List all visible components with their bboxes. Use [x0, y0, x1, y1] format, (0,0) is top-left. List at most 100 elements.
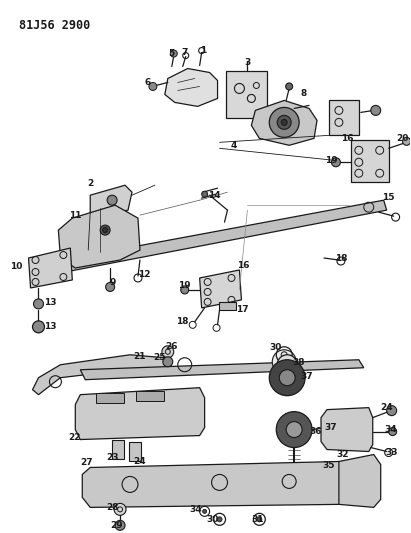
- Bar: [136, 391, 164, 401]
- Text: 81J56 2900: 81J56 2900: [18, 19, 90, 31]
- Circle shape: [286, 422, 302, 438]
- Polygon shape: [80, 360, 364, 379]
- Circle shape: [389, 427, 397, 435]
- Text: 29: 29: [110, 521, 122, 530]
- Circle shape: [181, 286, 189, 294]
- Text: 37: 37: [325, 423, 337, 432]
- Text: 25: 25: [154, 353, 166, 362]
- Polygon shape: [351, 140, 389, 182]
- Text: 5: 5: [169, 49, 175, 58]
- Text: 35: 35: [323, 461, 335, 470]
- Polygon shape: [90, 185, 132, 218]
- Circle shape: [103, 228, 108, 232]
- Text: 20: 20: [396, 134, 409, 143]
- Circle shape: [279, 370, 295, 386]
- Bar: [129, 441, 141, 462]
- Bar: [112, 440, 124, 459]
- Text: 4: 4: [230, 141, 237, 150]
- Polygon shape: [329, 100, 359, 135]
- Text: 18: 18: [335, 254, 347, 263]
- Text: 24: 24: [380, 403, 393, 412]
- Text: 34: 34: [384, 425, 397, 434]
- Circle shape: [403, 138, 411, 146]
- Circle shape: [149, 83, 157, 91]
- Text: 23: 23: [106, 453, 118, 462]
- Circle shape: [276, 411, 312, 448]
- Text: 8: 8: [301, 89, 307, 98]
- Text: 18: 18: [176, 317, 189, 326]
- Circle shape: [331, 158, 340, 167]
- Circle shape: [257, 517, 262, 522]
- Text: 16: 16: [237, 261, 249, 270]
- Circle shape: [387, 406, 397, 416]
- Text: 3: 3: [244, 58, 251, 67]
- Polygon shape: [321, 408, 373, 451]
- Text: 36: 36: [310, 427, 322, 436]
- Text: 24: 24: [134, 457, 146, 466]
- Text: 31: 31: [251, 515, 263, 524]
- Circle shape: [106, 282, 115, 292]
- Circle shape: [286, 83, 293, 90]
- Text: 32: 32: [337, 450, 349, 459]
- Text: 30: 30: [269, 343, 282, 352]
- Circle shape: [203, 510, 207, 513]
- Polygon shape: [339, 455, 381, 507]
- Circle shape: [269, 360, 305, 395]
- Circle shape: [34, 299, 44, 309]
- Circle shape: [115, 520, 125, 530]
- Text: 33: 33: [386, 448, 398, 457]
- Circle shape: [107, 195, 117, 205]
- Text: 11: 11: [69, 211, 81, 220]
- Text: 13: 13: [44, 298, 57, 308]
- Circle shape: [269, 108, 299, 138]
- Circle shape: [114, 503, 126, 515]
- Text: 7: 7: [182, 48, 188, 57]
- Circle shape: [32, 321, 44, 333]
- Polygon shape: [62, 200, 387, 272]
- Circle shape: [277, 116, 291, 130]
- Polygon shape: [252, 100, 317, 146]
- Circle shape: [202, 191, 208, 197]
- Text: 17: 17: [236, 305, 249, 314]
- Bar: [96, 393, 124, 402]
- Circle shape: [170, 50, 177, 57]
- Text: 21: 21: [134, 352, 146, 361]
- Circle shape: [162, 346, 174, 358]
- Polygon shape: [32, 355, 168, 394]
- Bar: [219, 302, 236, 310]
- Text: 13: 13: [44, 322, 57, 332]
- Text: 12: 12: [138, 270, 150, 279]
- Text: 14: 14: [208, 191, 221, 200]
- Text: 28: 28: [106, 503, 118, 512]
- Polygon shape: [165, 69, 217, 107]
- Text: 30: 30: [206, 515, 219, 524]
- Polygon shape: [28, 248, 72, 288]
- Circle shape: [272, 350, 296, 374]
- Circle shape: [100, 225, 110, 235]
- Polygon shape: [58, 205, 140, 268]
- Circle shape: [217, 517, 222, 522]
- Text: 34: 34: [189, 505, 202, 514]
- Circle shape: [281, 119, 287, 125]
- Polygon shape: [82, 462, 347, 507]
- Circle shape: [371, 106, 381, 116]
- Text: 19: 19: [178, 281, 191, 290]
- Text: 26: 26: [166, 342, 178, 351]
- Polygon shape: [226, 70, 267, 118]
- Polygon shape: [200, 270, 241, 308]
- Text: 22: 22: [68, 433, 81, 442]
- Circle shape: [163, 357, 173, 367]
- Text: 2: 2: [87, 179, 93, 188]
- Polygon shape: [75, 387, 205, 440]
- Circle shape: [277, 355, 297, 375]
- Text: 10: 10: [10, 262, 23, 271]
- Text: 19: 19: [325, 156, 337, 165]
- Text: 38: 38: [293, 358, 305, 367]
- Text: 27: 27: [80, 458, 92, 467]
- Text: 1: 1: [201, 46, 207, 55]
- Text: 37: 37: [301, 372, 314, 381]
- Text: 16: 16: [341, 134, 353, 143]
- Text: 9: 9: [110, 278, 116, 287]
- Text: 15: 15: [382, 193, 395, 201]
- Text: 6: 6: [145, 78, 151, 87]
